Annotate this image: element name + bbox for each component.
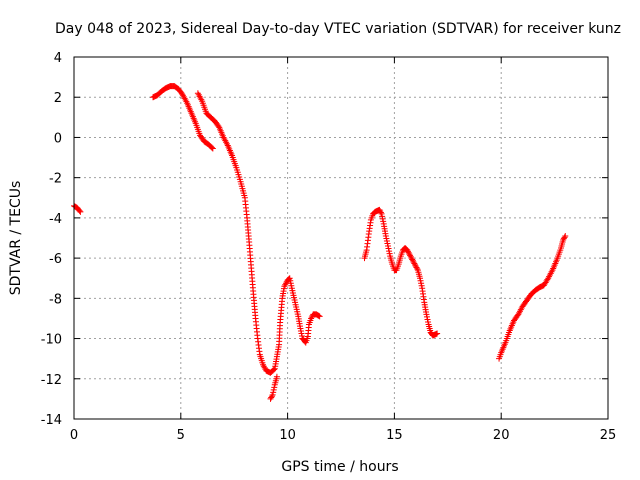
data-point [270,386,277,393]
data-point [273,373,280,380]
data-point [423,313,430,320]
data-point [409,256,416,263]
x-axis-title: GPS time / hours [281,459,398,475]
y-tick-label: 0 [54,131,62,146]
data-point [288,282,295,289]
data-point [287,277,294,284]
chart-title: Day 048 of 2023, Sidereal Day-to-day VTE… [55,21,621,37]
data-point [270,366,277,373]
data-point [380,218,387,225]
x-tick-label: 25 [600,428,617,443]
x-tick-label: 15 [386,428,403,443]
y-tick-label: 2 [54,91,62,106]
data-point [376,206,383,213]
data-point [562,232,569,239]
plot-frame [73,56,609,420]
data-points [71,83,569,402]
data-point [412,261,419,268]
data-point [385,245,392,252]
data-point [379,215,386,222]
y-tick-label: -2 [49,172,62,187]
data-point [413,264,420,271]
data-point [287,280,294,287]
data-point [418,280,425,287]
data-point [406,251,413,258]
data-point [271,384,278,391]
y-axis-title: SDTVAR / TECUs [8,181,24,296]
data-point [434,330,441,337]
data-point [378,210,385,217]
data-point [76,207,83,214]
y-tick-label: -12 [41,373,62,388]
data-point [298,330,305,337]
data-point [418,282,425,289]
data-point [407,252,414,259]
data-point [417,275,424,282]
data-point [384,240,391,247]
data-point [77,208,84,215]
data-point [386,248,393,255]
x-tick-label: 10 [279,428,296,443]
data-point [377,209,384,216]
data-point [414,265,421,272]
data-point [404,247,411,254]
y-tick-label: -14 [41,413,62,428]
series-segment-seg2 [150,83,216,152]
data-point [417,277,424,284]
y-tick-label: -8 [49,292,62,307]
data-point [386,250,393,257]
data-point [270,389,277,396]
data-point [382,232,389,239]
data-point [404,248,411,255]
data-point [269,391,276,398]
y-tick-label: -10 [41,333,62,348]
data-point [383,238,390,245]
data-point [544,276,551,283]
data-point [268,394,275,401]
series-segment-seg3 [194,90,323,376]
data-point [299,333,306,340]
x-tick-label: 5 [177,428,185,443]
data-point [379,213,386,220]
data-point [411,260,418,267]
series-segment-seg5 [361,206,441,339]
data-point [410,259,417,266]
data-point [423,311,430,318]
data-point [384,243,391,250]
data-point [560,235,567,242]
data-point [268,393,275,400]
data-point [316,313,323,320]
data-point [409,257,416,264]
grid-lines [74,57,608,419]
data-point [297,325,304,332]
series-segment-seg4 [267,373,280,402]
data-point [267,395,274,402]
data-point [286,275,293,282]
axis-tick-labels: 0 5 10 15 20 25 -14 -12 -10 -8 -6 -4 -2 0 2 4 [41,51,617,443]
data-point [412,263,419,270]
y-tick-label: 4 [54,51,62,66]
series-segment-seg1 [71,202,84,215]
data-point [424,316,431,323]
x-tick-label: 20 [493,428,510,443]
data-point [425,318,432,325]
data-point [377,208,384,215]
x-tick-label: 0 [70,428,78,443]
data-point [407,253,414,260]
series-segment-seg6 [496,232,569,362]
data-point [561,234,568,241]
data-point [209,145,216,152]
data-point [315,312,322,319]
data-point [383,235,390,242]
data-point [297,328,304,335]
data-point [405,249,412,256]
data-point [208,144,215,151]
y-tick-label: -4 [49,212,62,227]
y-tick-label: -6 [49,252,62,267]
data-point [408,255,415,262]
data-point [308,315,315,322]
data-point [560,237,567,244]
